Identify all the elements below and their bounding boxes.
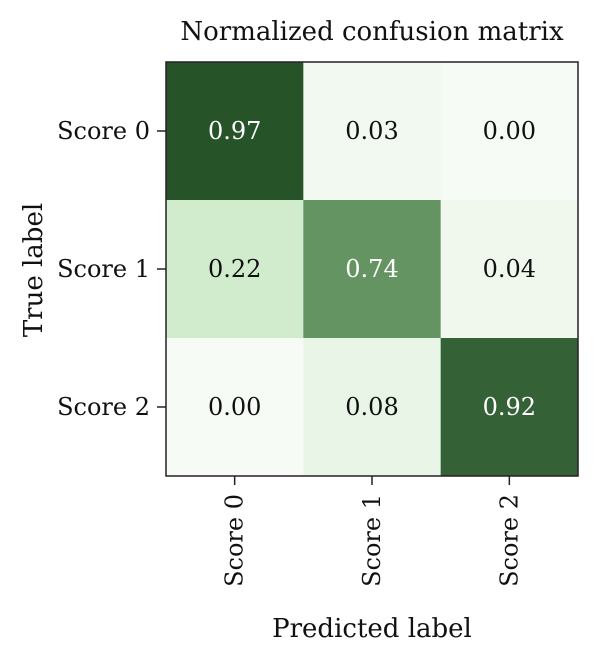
heatmap-cells	[166, 62, 579, 477]
cell-value-label-r1-c2: 0.04	[483, 255, 536, 283]
x-tick-label: Score 0	[221, 494, 249, 587]
cell-value-label-r1-c1: 0.74	[345, 255, 398, 283]
y-tick-label: Score 2	[57, 393, 150, 421]
y-axis-ticks: Score 0 Score 1 Score 2	[57, 117, 166, 421]
x-axis-label: Predicted label	[272, 614, 472, 644]
cell-value-label-r0-c0: 0.97	[208, 117, 261, 145]
heatmap-cell-r0-c0	[166, 62, 304, 201]
heatmap-cell-r1-c2	[440, 200, 579, 339]
cell-value-label-r2-c1: 0.08	[345, 393, 398, 421]
heatmap-cell-r2-c0	[166, 338, 304, 477]
heatmap-value-labels: 0.97 0.03 0.00 0.22 0.74 0.04 0.00 0.08 0.92	[208, 117, 536, 421]
y-tick-label: Score 0	[57, 117, 150, 145]
cell-value-label-r2-c0: 0.00	[208, 393, 261, 421]
plot-frame	[165, 61, 579, 477]
heatmap-cell-r1-c0	[166, 200, 304, 339]
heatmap-cell-r0-c1	[303, 62, 442, 201]
x-axis-ticks: Score 0 Score 1 Score 2	[221, 476, 523, 587]
cell-value-label-r0-c2: 0.00	[483, 117, 536, 145]
x-tick-label: Score 1	[358, 494, 386, 587]
heatmap-cell-r2-c2	[440, 338, 579, 477]
y-axis-label: True label	[19, 203, 49, 337]
heatmap-cell-r1-c1	[303, 200, 442, 339]
chart-title: Normalized confusion matrix	[180, 17, 564, 47]
y-tick-label: Score 1	[57, 255, 150, 283]
cell-value-label-r2-c2: 0.92	[483, 393, 536, 421]
cell-value-label-r1-c0: 0.22	[208, 255, 261, 283]
heatmap-cell-r0-c2	[440, 62, 579, 201]
cell-value-label-r0-c1: 0.03	[345, 117, 398, 145]
x-tick-label: Score 2	[495, 494, 523, 587]
heatmap-cell-r2-c1	[303, 338, 442, 477]
